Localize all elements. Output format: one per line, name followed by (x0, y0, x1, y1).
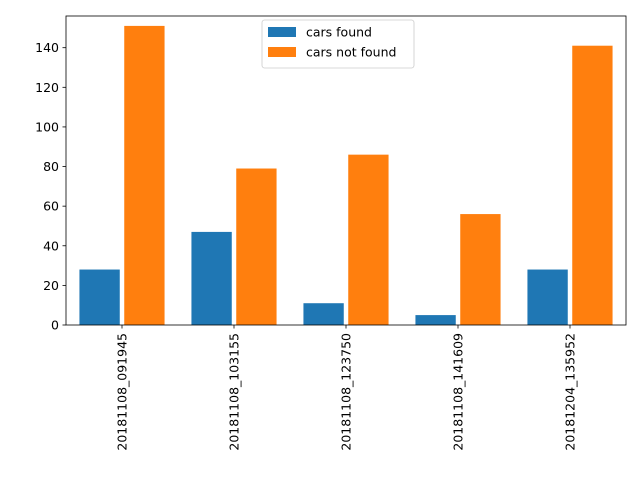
x-tick-label: 20181108_141609 (451, 333, 466, 451)
y-tick-label: 80 (43, 159, 59, 174)
y-tick-label: 100 (35, 119, 59, 134)
y-tick-label: 0 (51, 318, 59, 333)
y-tick-label: 120 (35, 80, 59, 95)
bar-not-found-3 (460, 214, 501, 325)
bar-found-4 (527, 269, 568, 325)
bars-layer (79, 25, 613, 326)
bar-not-found-1 (236, 168, 277, 325)
y-tick-label: 20 (43, 278, 59, 293)
legend-swatch (268, 47, 296, 57)
legend: cars found cars not found (261, 19, 415, 69)
x-tick-label: 20181204_135952 (563, 333, 578, 451)
y-tick-label: 40 (43, 238, 59, 253)
y-tick-label: 140 (35, 40, 59, 55)
bar-not-found-0 (124, 25, 165, 326)
bar-found-3 (415, 315, 456, 325)
axes-layer: 0 20 40 60 80 100 120 140 20181108_091945 2018110… (35, 15, 627, 451)
bar-not-found-2 (348, 154, 389, 325)
legend-box (261, 19, 415, 69)
y-tick-label: 60 (43, 199, 59, 214)
legend-label: cars not found (306, 45, 396, 60)
bar-found-2 (303, 303, 344, 325)
x-tick-label: 20181108_103155 (227, 333, 242, 451)
bar-found-0 (79, 269, 120, 325)
x-tick-label: 20181108_123750 (339, 333, 354, 451)
x-tick-label: 20181108_091945 (115, 333, 130, 451)
bar-found-1 (191, 231, 232, 325)
bar-not-found-4 (572, 45, 613, 325)
legend-swatch (268, 27, 296, 37)
legend-label: cars found (306, 25, 372, 40)
